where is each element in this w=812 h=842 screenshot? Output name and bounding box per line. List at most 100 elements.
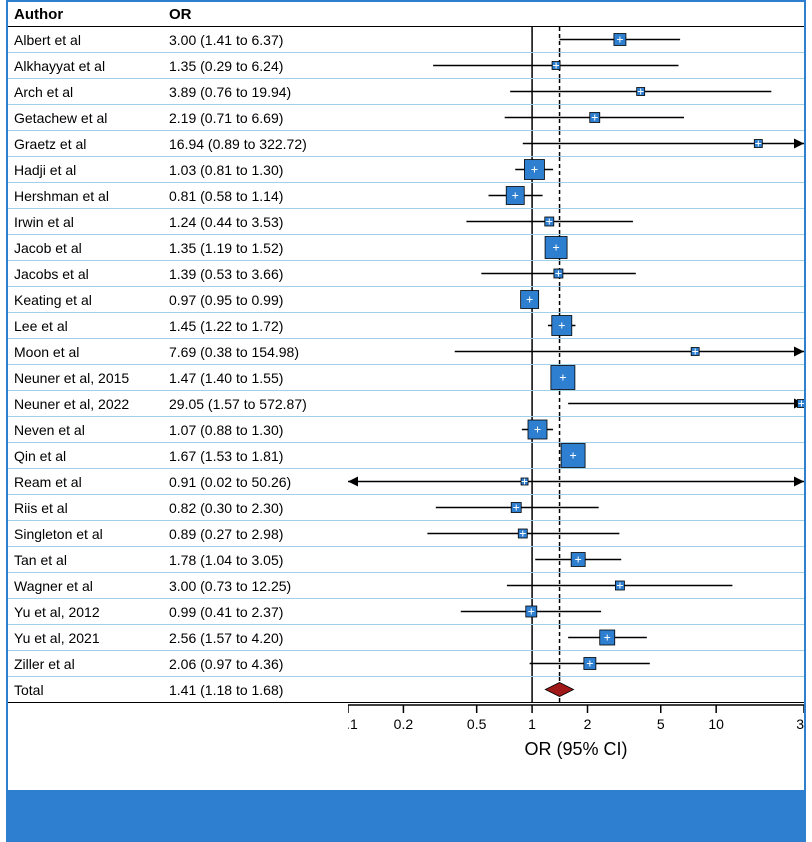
author-cell: Riis et al [8,495,163,521]
plot-cell [348,625,804,651]
or-cell: 0.97 (0.95 to 0.99) [163,287,348,313]
forest-plot-panel: Author OR Albert et al3.00 (1.41 to 6.37… [6,0,806,792]
author-cell: Neuner et al, 2022 [8,391,163,417]
study-row: Neuner et al, 20151.47 (1.40 to 1.55) [8,365,804,391]
or-cell: 3.00 (1.41 to 6.37) [163,27,348,53]
plot-cell [348,495,804,521]
study-row: Yu et al, 20212.56 (1.57 to 4.20) [8,625,804,651]
plot-cell [348,313,804,339]
col-header-or: OR [163,2,348,27]
author-cell: Ziller et al [8,651,163,677]
or-cell: 29.05 (1.57 to 572.87) [163,391,348,417]
author-cell: Neuner et al, 2015 [8,365,163,391]
plot-cell [348,677,804,703]
study-row: Singleton et al0.89 (0.27 to 2.98) [8,521,804,547]
plot-cell [348,599,804,625]
plot-cell [348,235,804,261]
author-cell: Irwin et al [8,209,163,235]
or-cell: 0.82 (0.30 to 2.30) [163,495,348,521]
col-header-plot [348,2,804,27]
study-row: Riis et al0.82 (0.30 to 2.30) [8,495,804,521]
plot-cell [348,365,804,391]
author-cell: Hershman et al [8,183,163,209]
plot-cell [348,157,804,183]
col-header-author: Author [8,2,163,27]
or-cell: 2.06 (0.97 to 4.36) [163,651,348,677]
author-cell: Getachew et al [8,105,163,131]
or-cell: 7.69 (0.38 to 154.98) [163,339,348,365]
plot-cell [348,79,804,105]
plot-cell [348,53,804,79]
or-cell: 2.56 (1.57 to 4.20) [163,625,348,651]
study-row: Irwin et al1.24 (0.44 to 3.53) [8,209,804,235]
plot-cell [348,27,804,53]
or-cell: 0.81 (0.58 to 1.14) [163,183,348,209]
study-row: Qin et al1.67 (1.53 to 1.81) [8,443,804,469]
author-cell: Lee et al [8,313,163,339]
plot-cell [348,287,804,313]
author-cell: Jacobs et al [8,261,163,287]
study-row: Alkhayyat et al1.35 (0.29 to 6.24) [8,53,804,79]
author-cell: Moon et al [8,339,163,365]
forest-plot-table: Author OR Albert et al3.00 (1.41 to 6.37… [8,2,804,703]
study-row: Albert et al3.00 (1.41 to 6.37) [8,27,804,53]
author-cell: Yu et al, 2012 [8,599,163,625]
author-cell: Jacob et al [8,235,163,261]
plot-cell [348,131,804,157]
study-row: Moon et al7.69 (0.38 to 154.98) [8,339,804,365]
total-row: Total1.41 (1.18 to 1.68) [8,677,804,703]
author-cell: Tan et al [8,547,163,573]
footer-bar [6,792,806,842]
author-cell: Hadji et al [8,157,163,183]
or-cell: 1.03 (0.81 to 1.30) [163,157,348,183]
author-cell: Qin et al [8,443,163,469]
or-cell: 1.47 (1.40 to 1.55) [163,365,348,391]
study-row: Ream et al0.91 (0.02 to 50.26) [8,469,804,495]
study-row: Tan et al1.78 (1.04 to 3.05) [8,547,804,573]
plot-cell [348,105,804,131]
plot-cell [348,391,804,417]
author-cell: Wagner et al [8,573,163,599]
plot-cell [348,209,804,235]
or-cell: 1.24 (0.44 to 3.53) [163,209,348,235]
or-cell: 1.35 (1.19 to 1.52) [163,235,348,261]
x-axis: 0.10.20.51251030 OR (95% CI) [8,703,804,773]
or-cell: 1.07 (0.88 to 1.30) [163,417,348,443]
author-cell: Yu et al, 2021 [8,625,163,651]
or-cell: 1.78 (1.04 to 3.05) [163,547,348,573]
plot-cell [348,547,804,573]
author-cell: Albert et al [8,27,163,53]
study-row: Neuner et al, 202229.05 (1.57 to 572.87) [8,391,804,417]
author-cell: Graetz et al [8,131,163,157]
study-row: Arch et al3.89 (0.76 to 19.94) [8,79,804,105]
author-cell: Ream et al [8,469,163,495]
plot-cell [348,183,804,209]
study-row: Ziller et al2.06 (0.97 to 4.36) [8,651,804,677]
or-cell: 2.19 (0.71 to 6.69) [163,105,348,131]
plot-cell [348,339,804,365]
study-row: Jacobs et al1.39 (0.53 to 3.66) [8,261,804,287]
or-cell: 3.00 (0.73 to 12.25) [163,573,348,599]
or-cell: 1.41 (1.18 to 1.68) [163,677,348,703]
or-cell: 1.35 (0.29 to 6.24) [163,53,348,79]
plot-cell [348,443,804,469]
plot-cell [348,521,804,547]
or-cell: 0.91 (0.02 to 50.26) [163,469,348,495]
study-row: Lee et al1.45 (1.22 to 1.72) [8,313,804,339]
study-row: Neven et al1.07 (0.88 to 1.30) [8,417,804,443]
author-cell: Total [8,677,163,703]
study-row: Wagner et al3.00 (0.73 to 12.25) [8,573,804,599]
author-cell: Alkhayyat et al [8,53,163,79]
or-cell: 3.89 (0.76 to 19.94) [163,79,348,105]
study-row: Hadji et al1.03 (0.81 to 1.30) [8,157,804,183]
author-cell: Arch et al [8,79,163,105]
author-cell: Neven et al [8,417,163,443]
author-cell: Singleton et al [8,521,163,547]
or-cell: 1.67 (1.53 to 1.81) [163,443,348,469]
study-row: Yu et al, 20120.99 (0.41 to 2.37) [8,599,804,625]
author-cell: Keating et al [8,287,163,313]
study-row: Keating et al0.97 (0.95 to 0.99) [8,287,804,313]
study-row: Getachew et al2.19 (0.71 to 6.69) [8,105,804,131]
study-row: Jacob et al1.35 (1.19 to 1.52) [8,235,804,261]
x-axis-label: OR (95% CI) [348,703,804,760]
